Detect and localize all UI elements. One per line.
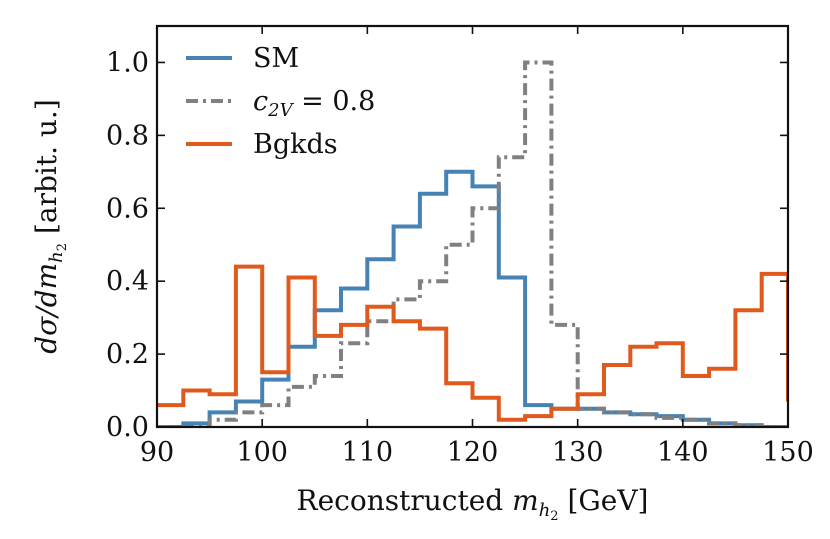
series-line-0 xyxy=(157,169,788,427)
series-line-2 xyxy=(157,264,788,422)
x-tick-label: 100 xyxy=(236,437,288,468)
y-tick-label: 1.0 xyxy=(106,47,149,78)
x-tick-label: 140 xyxy=(657,437,709,468)
x-tick-label: 90 xyxy=(140,437,174,468)
x-tick-label: 130 xyxy=(552,437,604,468)
y-tick-label: 0.8 xyxy=(106,120,149,151)
legend-label-1: c2V = 0.8 xyxy=(253,86,375,121)
legend-label-0: SM xyxy=(253,43,299,74)
series-line-1 xyxy=(157,60,788,427)
x-axis-label: Reconstructed mh2 [GeV] xyxy=(297,484,649,524)
tick-layer: 90 100 110 120 130 140 150 0.0 0.2 0.4 0.6 0.8 1.0 xyxy=(106,26,814,468)
axis-labels: Reconstructed mh2 [GeV] dσ/dmh2 [arbit. u… xyxy=(30,99,648,524)
legend: SM c2V = 0.8 Bgkds xyxy=(186,43,375,160)
y-tick-label: 0.6 xyxy=(106,193,149,224)
x-tick-label: 110 xyxy=(342,437,394,468)
legend-label-2: Bgkds xyxy=(253,129,338,160)
y-axis-label: dσ/dmh2 [arbit. u.] xyxy=(30,99,70,354)
y-tick-label: 0.4 xyxy=(106,266,149,297)
x-tick-label: 150 xyxy=(762,437,814,468)
x-tick-label: 120 xyxy=(447,437,499,468)
y-tick-label: 0.2 xyxy=(106,339,149,370)
plot-frame xyxy=(155,24,790,429)
series-layer xyxy=(157,60,788,427)
y-tick-label: 0.0 xyxy=(106,412,149,443)
